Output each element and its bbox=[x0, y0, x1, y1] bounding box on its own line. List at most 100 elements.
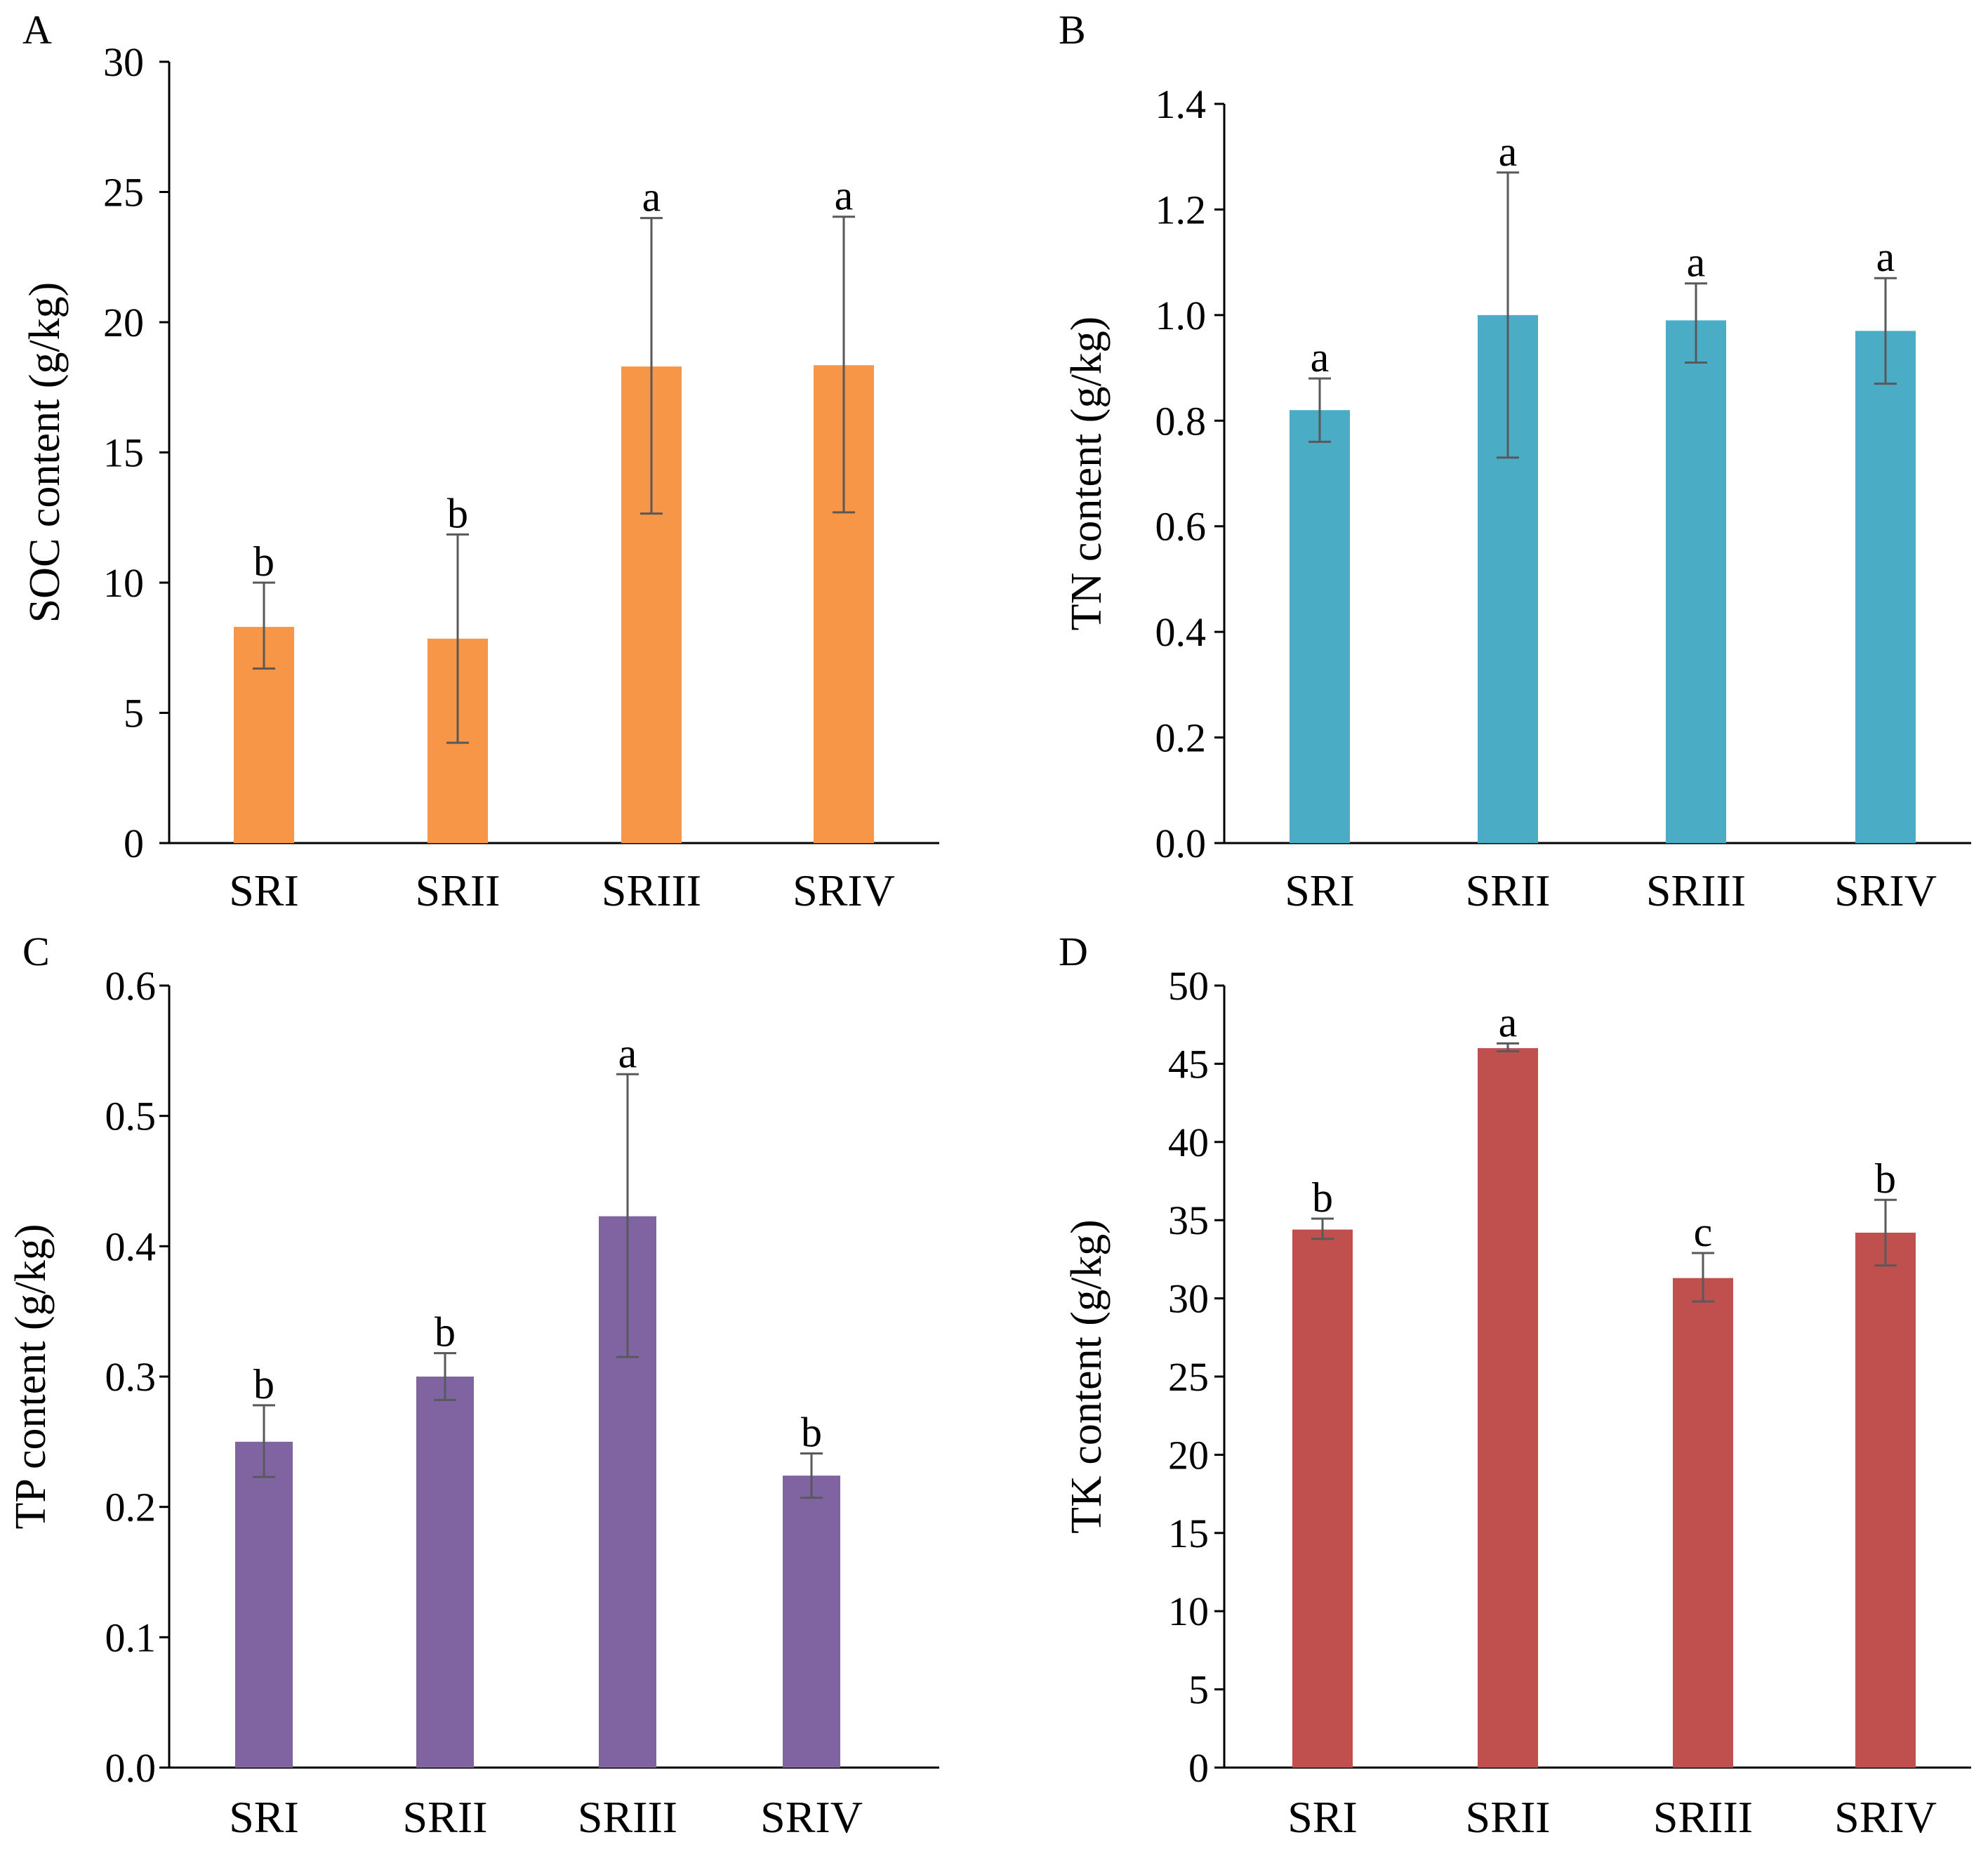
x-tick-label: SRII bbox=[1466, 1792, 1551, 1842]
error-bar-sriii bbox=[1685, 282, 1707, 364]
x-tick-label: SRII bbox=[1466, 866, 1551, 915]
error-bar-sri bbox=[253, 1404, 275, 1478]
error-bar-sriii bbox=[640, 217, 663, 515]
y-tick-label: 20 bbox=[1168, 1432, 1209, 1478]
x-tick-label: SRIII bbox=[1646, 866, 1746, 915]
y-tick-label: 1.4 bbox=[1155, 81, 1207, 127]
panel-label: A bbox=[22, 7, 52, 53]
error-bar-sriii bbox=[1692, 1252, 1714, 1303]
x-tick-label: SRII bbox=[403, 1792, 488, 1842]
significance-letter: b bbox=[801, 1410, 822, 1456]
y-tick-label: 0.6 bbox=[1155, 504, 1207, 550]
x-tick-label: SRII bbox=[416, 866, 501, 915]
y-tick-label: 45 bbox=[1168, 1041, 1209, 1087]
y-tick-label: 0.4 bbox=[105, 1224, 157, 1269]
error-bar-srii bbox=[434, 1352, 456, 1401]
panel-label: B bbox=[1059, 7, 1086, 53]
bar-sri bbox=[235, 1441, 293, 1768]
y-tick-label: 25 bbox=[103, 170, 144, 216]
significance-letter: a bbox=[1876, 234, 1895, 280]
bar-sriii bbox=[1673, 1278, 1733, 1768]
panel-label: C bbox=[22, 929, 50, 974]
error-bar-sriv bbox=[1874, 1198, 1897, 1267]
y-tick-label: 1.2 bbox=[1155, 187, 1207, 232]
significance-letter: a bbox=[618, 1030, 637, 1076]
bar-sri bbox=[1292, 1229, 1353, 1768]
y-tick-label: 15 bbox=[103, 430, 144, 476]
error-bar-sri bbox=[1308, 377, 1331, 443]
error-bar-sri bbox=[253, 581, 275, 670]
y-tick-label: 5 bbox=[1188, 1667, 1209, 1713]
significance-letter: a bbox=[1687, 239, 1706, 286]
significance-letter: a bbox=[1499, 999, 1518, 1045]
y-tick-label: 20 bbox=[103, 300, 144, 345]
error-bar-sriv bbox=[1874, 277, 1897, 385]
x-tick-label: SRI bbox=[1287, 1792, 1358, 1842]
y-axis-label: SOC content (g/kg) bbox=[21, 282, 69, 623]
y-tick-label: 0.0 bbox=[1155, 821, 1207, 866]
y-tick-label: 0.6 bbox=[105, 963, 157, 1009]
bar-sri bbox=[1290, 410, 1350, 843]
y-tick-label: 50 bbox=[1168, 963, 1209, 1009]
y-tick-label: 0.2 bbox=[1155, 715, 1207, 761]
y-tick-label: 0.5 bbox=[105, 1094, 157, 1139]
bar-sriii bbox=[1666, 320, 1726, 844]
bar-sriv bbox=[783, 1476, 840, 1768]
y-tick-label: 10 bbox=[1168, 1589, 1209, 1634]
y-tick-label: 0 bbox=[124, 821, 144, 866]
x-tick-label: SRIII bbox=[1653, 1792, 1753, 1842]
significance-letter: b bbox=[253, 538, 274, 585]
y-tick-label: 30 bbox=[1168, 1276, 1209, 1322]
y-tick-label: 0.4 bbox=[1155, 609, 1207, 655]
x-tick-label: SRI bbox=[229, 1792, 299, 1842]
x-tick-label: SRI bbox=[1285, 866, 1355, 915]
x-tick-label: SRI bbox=[229, 866, 299, 915]
x-tick-label: SRIII bbox=[578, 1792, 677, 1842]
y-tick-label: 15 bbox=[1168, 1511, 1209, 1556]
y-tick-label: 10 bbox=[103, 560, 144, 606]
error-bar-srii bbox=[1497, 1042, 1519, 1053]
panel-label: D bbox=[1059, 929, 1088, 974]
significance-letter: b bbox=[253, 1361, 274, 1407]
error-bar-srii bbox=[1497, 171, 1519, 459]
y-tick-label: 35 bbox=[1168, 1198, 1209, 1243]
y-axis-label: TN content (g/kg) bbox=[1063, 317, 1111, 631]
y-tick-label: 25 bbox=[1168, 1354, 1209, 1400]
error-bar-srii bbox=[446, 533, 469, 744]
y-tick-label: 1.0 bbox=[1155, 293, 1207, 338]
y-tick-label: 0 bbox=[1188, 1745, 1209, 1791]
significance-letter: c bbox=[1694, 1209, 1713, 1255]
bar-sriv bbox=[1855, 331, 1916, 844]
error-bar-sriii bbox=[616, 1073, 639, 1358]
y-tick-label: 0.1 bbox=[105, 1615, 157, 1660]
panel-b: B TN content (g/kg) 0.0 0.2 0.4 0.6 0.8 1.0 1.2 1… bbox=[1059, 7, 1971, 915]
significance-letter: a bbox=[642, 174, 661, 220]
panel-c: C TP content (g/kg) 0.0 0.1 0.2 0.3 0.4 0.5 0.6 b… bbox=[7, 929, 939, 1842]
x-tick-label: SRIII bbox=[602, 866, 701, 915]
bar-sriv bbox=[1855, 1233, 1916, 1768]
error-bar-sri bbox=[1311, 1217, 1334, 1240]
x-tick-label: SRIV bbox=[760, 1792, 863, 1842]
significance-letter: b bbox=[1312, 1174, 1333, 1221]
significance-letter: a bbox=[1311, 334, 1330, 380]
error-bar-sriv bbox=[800, 1452, 823, 1499]
y-tick-label: 30 bbox=[103, 39, 144, 85]
bar-srii bbox=[1478, 1048, 1538, 1768]
x-tick-label: SRIV bbox=[1834, 866, 1937, 915]
y-axis-label: TK content (g/kg) bbox=[1063, 1219, 1111, 1534]
bar-srii bbox=[416, 1377, 474, 1768]
x-tick-label: SRIV bbox=[1834, 1792, 1937, 1842]
significance-letter: a bbox=[1499, 128, 1518, 175]
y-tick-label: 0.0 bbox=[105, 1745, 157, 1791]
y-tick-label: 0.3 bbox=[105, 1354, 157, 1400]
y-tick-label: 5 bbox=[124, 691, 144, 736]
y-tick-label: 0.2 bbox=[105, 1485, 157, 1530]
y-tick-label: 40 bbox=[1168, 1120, 1209, 1165]
error-bar-sriv bbox=[833, 216, 855, 514]
significance-letter: b bbox=[1875, 1155, 1896, 1202]
significance-letter: b bbox=[447, 490, 468, 536]
panel-a: A SOC content (g/kg) 0 5 10 15 20 25 30 b SRI b SRII… bbox=[21, 7, 939, 915]
panel-d: D TK content (g/kg) 0 5 10 15 20 25 30 35 40 45 50 b S… bbox=[1059, 929, 1971, 1842]
significance-letter: a bbox=[835, 173, 854, 219]
